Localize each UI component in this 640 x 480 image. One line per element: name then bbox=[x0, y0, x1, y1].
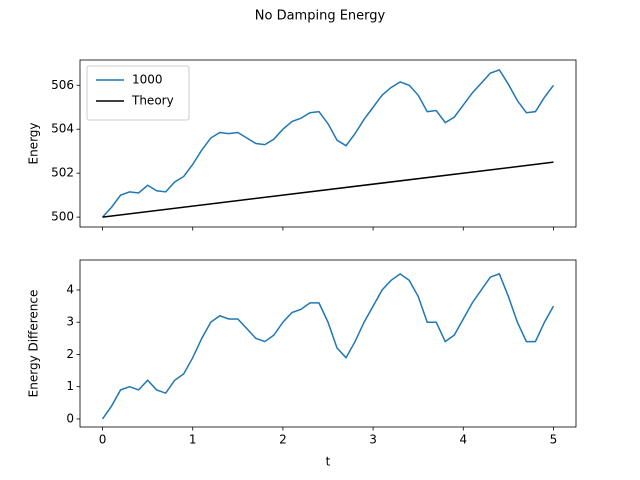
y-axis-label: Energy bbox=[27, 122, 41, 164]
x-tick-label: 2 bbox=[279, 433, 287, 447]
y-tick-label: 1 bbox=[66, 379, 74, 393]
y-tick-label: 504 bbox=[51, 122, 74, 136]
axes-frame bbox=[79, 59, 577, 228]
y-tick-label: 502 bbox=[51, 166, 74, 180]
y-tick-label: 3 bbox=[66, 315, 74, 329]
y-tick-label: 0 bbox=[66, 411, 74, 425]
x-tick-label: 5 bbox=[550, 433, 558, 447]
x-tick-label: 1 bbox=[189, 433, 197, 447]
legend-label: Theory bbox=[131, 94, 174, 108]
legend-label: 1000 bbox=[132, 73, 163, 87]
axes-frame bbox=[79, 259, 577, 428]
x-tick-label: 0 bbox=[99, 433, 107, 447]
y-tick-label: 500 bbox=[51, 210, 74, 224]
x-axis-label: t bbox=[326, 455, 331, 469]
data-line bbox=[101, 68, 555, 218]
figure-title: No Damping Energy bbox=[255, 9, 386, 24]
y-axis-label: Energy Difference bbox=[27, 290, 41, 398]
y-tick-label: 2 bbox=[66, 347, 74, 361]
y-tick-label: 4 bbox=[66, 282, 74, 296]
x-tick-label: 4 bbox=[459, 433, 467, 447]
data-line bbox=[102, 161, 554, 218]
y-tick-label: 506 bbox=[51, 78, 74, 92]
data-line bbox=[101, 272, 555, 420]
x-tick-label: 3 bbox=[369, 433, 377, 447]
